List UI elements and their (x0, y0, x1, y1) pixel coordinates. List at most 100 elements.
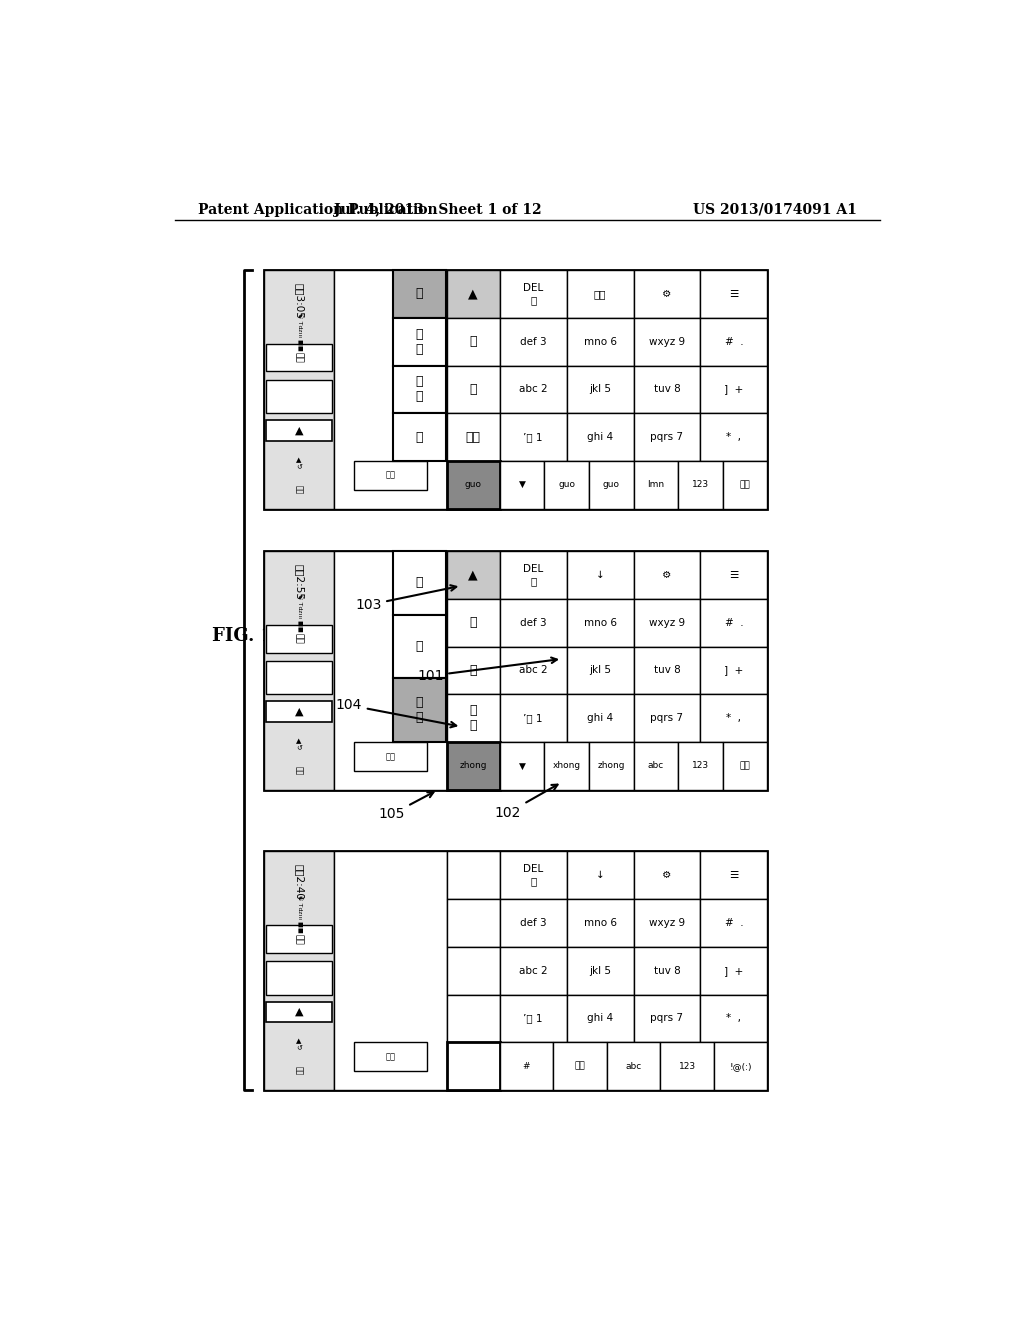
Text: ☰: ☰ (729, 570, 738, 579)
Bar (634, 599, 700, 647)
Bar (334, 851, 446, 1090)
Bar (500, 318, 566, 366)
Text: !@(:): !@(:) (729, 1061, 752, 1071)
Bar (446, 1043, 500, 1090)
Text: ]  +: ] + (724, 665, 743, 676)
Text: 103: 103 (355, 585, 457, 612)
Bar (566, 694, 634, 742)
Text: guo: guo (603, 480, 620, 490)
Bar (266, 661, 332, 694)
Bar (566, 552, 634, 599)
Bar (266, 380, 332, 413)
Text: DEL
词: DEL 词 (523, 564, 544, 586)
Text: ⚙: ⚙ (663, 289, 672, 298)
Bar (634, 552, 700, 599)
Text: mno 6: mno 6 (584, 618, 616, 628)
Bar (678, 461, 723, 508)
Text: pqrs 7: pqrs 7 (650, 1014, 683, 1023)
Text: ☯ Tǳııı ■■: ☯ Tǳııı ■■ (296, 895, 301, 932)
Text: abc: abc (648, 762, 664, 771)
Text: 过: 过 (416, 288, 423, 301)
Text: DEL
词: DEL 词 (523, 282, 544, 305)
Bar (500, 599, 566, 647)
Text: mno 6: mno 6 (584, 337, 616, 347)
Text: 午前3:05: 午前3:05 (294, 284, 304, 319)
Text: ☰: ☰ (729, 870, 738, 880)
Bar (634, 694, 700, 742)
Bar (566, 599, 634, 647)
Bar (500, 461, 545, 508)
Text: def 3: def 3 (520, 917, 547, 928)
Bar (500, 413, 566, 461)
Bar (566, 851, 634, 899)
Text: 午前2:40: 午前2:40 (294, 865, 304, 900)
Text: 101: 101 (417, 657, 557, 682)
Bar (566, 995, 634, 1043)
Bar (700, 318, 767, 366)
Bar (334, 271, 446, 508)
Text: ▲: ▲ (468, 288, 478, 301)
Text: 笔画: 笔画 (739, 480, 751, 490)
Bar (700, 271, 767, 318)
Bar (634, 899, 700, 946)
Bar (500, 946, 566, 995)
Bar (723, 742, 767, 789)
Text: 活图: 活图 (466, 430, 480, 444)
Text: ⚙: ⚙ (663, 570, 672, 579)
Text: mno 6: mno 6 (584, 917, 616, 928)
Bar (393, 552, 445, 615)
Text: ▲
↺: ▲ ↺ (296, 457, 302, 470)
Bar (700, 851, 767, 899)
Text: 因: 因 (416, 640, 423, 653)
Bar (446, 366, 500, 413)
Text: 信: 信 (469, 616, 477, 630)
Text: jkl 5: jkl 5 (589, 966, 611, 975)
Bar (446, 647, 500, 694)
Bar (393, 413, 445, 461)
Text: ↓: ↓ (596, 870, 604, 880)
Text: 货: 货 (469, 383, 477, 396)
Text: 午前2:55: 午前2:55 (294, 564, 304, 601)
Text: 信: 信 (416, 577, 423, 590)
Text: wxyz 9: wxyz 9 (649, 917, 685, 928)
Text: ]  +: ] + (724, 966, 743, 975)
Text: Patent Application Publication: Patent Application Publication (198, 203, 437, 216)
Bar (334, 552, 446, 789)
Text: ghi 4: ghi 4 (587, 432, 613, 442)
Bar (678, 742, 723, 789)
Bar (634, 318, 700, 366)
Text: xhong: xhong (553, 762, 581, 771)
Bar (393, 318, 445, 366)
Text: 国字: 国字 (385, 1052, 395, 1061)
Bar (354, 1043, 427, 1071)
Text: ⚙: ⚙ (663, 870, 672, 880)
Bar (354, 461, 427, 490)
Text: ▲
↺: ▲ ↺ (296, 738, 302, 751)
Bar (266, 626, 332, 652)
Text: pqrs 7: pqrs 7 (650, 713, 683, 723)
Bar (500, 271, 566, 318)
Text: 이모: 이모 (294, 766, 303, 775)
Text: 国字: 国字 (385, 752, 395, 760)
Text: abc: abc (626, 1061, 642, 1071)
Bar (266, 421, 332, 441)
Text: ↓: ↓ (596, 570, 604, 579)
Bar (446, 742, 500, 789)
Bar (634, 647, 700, 694)
Text: 国字: 国字 (385, 471, 395, 480)
Bar (446, 461, 500, 508)
Text: 105: 105 (378, 792, 433, 821)
Text: ghi 4: ghi 4 (587, 713, 613, 723)
Bar (446, 318, 500, 366)
Text: Jul. 4, 2013   Sheet 1 of 12: Jul. 4, 2013 Sheet 1 of 12 (334, 203, 542, 216)
Text: 国
活: 国 活 (416, 375, 423, 404)
Bar (700, 366, 767, 413)
Bar (723, 461, 767, 508)
Text: jkl 5: jkl 5 (589, 384, 611, 395)
Bar (566, 318, 634, 366)
Bar (634, 946, 700, 995)
Text: 123: 123 (679, 1061, 695, 1071)
Text: guo: guo (465, 480, 481, 490)
Bar (660, 1043, 714, 1090)
Bar (566, 647, 634, 694)
